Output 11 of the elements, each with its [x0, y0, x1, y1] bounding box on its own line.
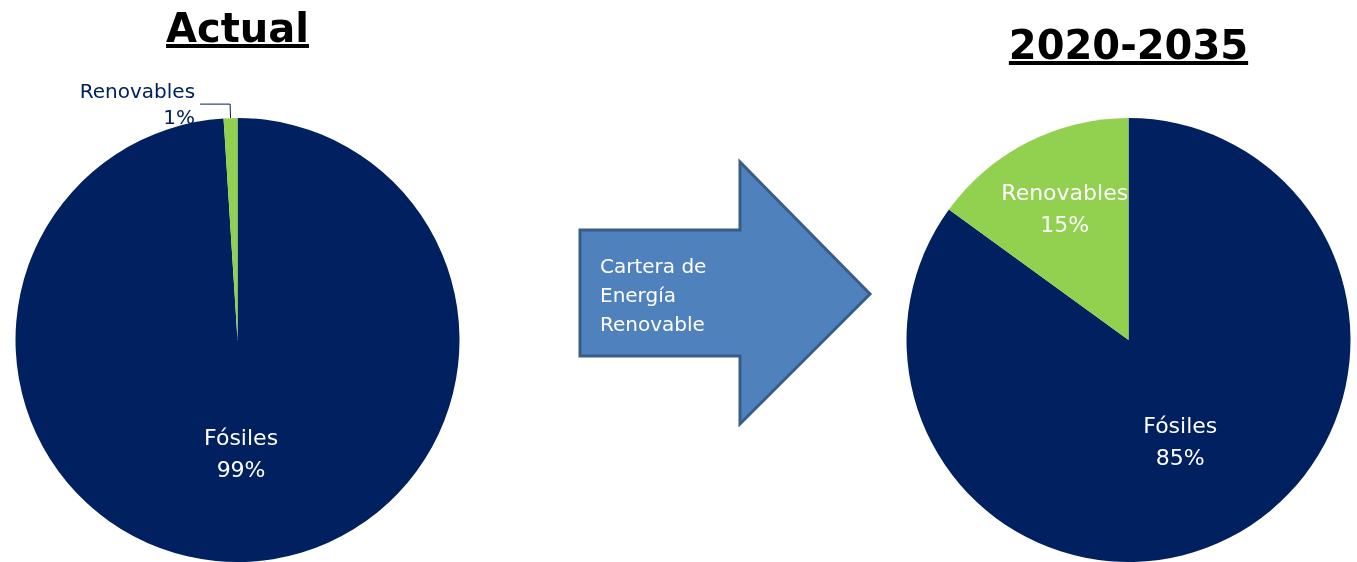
- data-label: 85%: [1155, 445, 1205, 471]
- data-label: 1%: [163, 105, 196, 130]
- slice-label: Fósiles: [204, 425, 279, 451]
- slice-label: Renovables: [1001, 179, 1129, 205]
- chart-title: 2020-2035: [1007, 22, 1250, 68]
- text: Cartera de Energía Renovable: [600, 253, 708, 338]
- slice-label: Renovables: [79, 79, 196, 104]
- chart-title: Actual: [165, 5, 310, 51]
- data-label: 99%: [216, 457, 266, 483]
- slice-label: Fósiles: [1143, 413, 1218, 439]
- data-label: 15%: [1040, 211, 1090, 237]
